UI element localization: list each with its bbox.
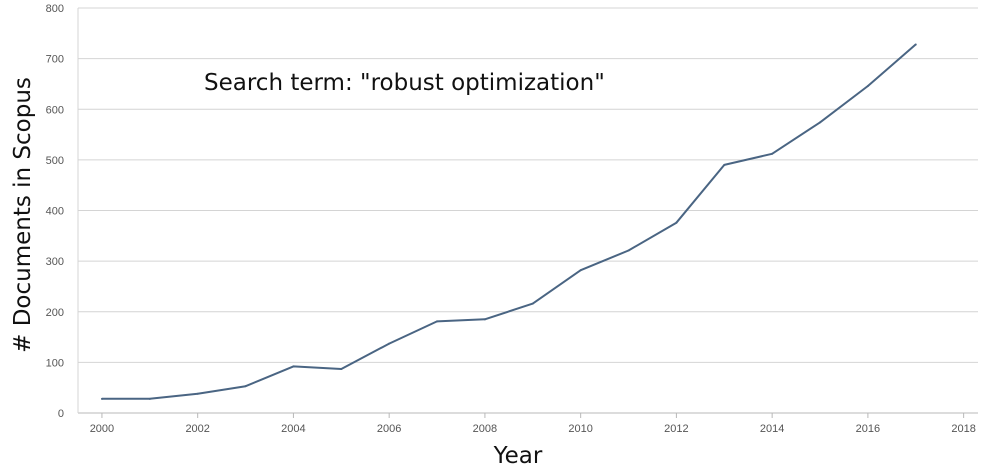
y-axis-title: # Documents in Scopus	[10, 77, 36, 353]
y-tick-label: 800	[46, 3, 64, 15]
data-point	[819, 121, 822, 124]
x-tick-label: 2002	[185, 423, 209, 435]
data-point	[771, 152, 774, 155]
data-point	[340, 367, 343, 370]
data-point	[148, 397, 151, 400]
y-tick-label: 400	[46, 206, 64, 218]
x-tick-label: 2000	[90, 423, 114, 435]
y-tick-label: 300	[46, 256, 64, 268]
data-point	[436, 320, 439, 323]
y-tick-label: 200	[46, 307, 64, 319]
data-point	[866, 84, 869, 87]
y-tick-label: 500	[46, 155, 64, 167]
x-tick-label: 2006	[377, 423, 401, 435]
data-point	[723, 163, 726, 166]
data-point	[196, 392, 199, 395]
data-point	[100, 397, 103, 400]
data-point	[531, 302, 534, 305]
chart-annotation: Search term: "robust optimization"	[204, 70, 605, 96]
data-point	[292, 365, 295, 368]
x-tick-label: 2014	[760, 423, 784, 435]
x-axis-title: Year	[493, 443, 543, 469]
gridlines	[77, 7, 978, 414]
data-point	[483, 318, 486, 321]
data-point	[627, 249, 630, 252]
x-tick-label: 2004	[281, 423, 305, 435]
y-tick-label: 100	[46, 357, 64, 369]
y-tick-label: 0	[58, 408, 64, 420]
data-point	[675, 221, 678, 224]
y-tick-label: 600	[46, 104, 64, 116]
data-point	[244, 385, 247, 388]
data-point	[388, 342, 391, 345]
x-axis: 2000 2002 2004 2006 2008 2010 2012 2014 2016 2018	[90, 413, 976, 435]
series-layer	[100, 43, 917, 400]
x-tick-label: 2018	[951, 423, 975, 435]
data-point	[914, 43, 917, 46]
series-line	[101, 43, 917, 400]
y-axis: 0 100 200 300 400 500 600 700 800	[46, 3, 64, 420]
y-tick-label: 700	[46, 54, 64, 66]
x-tick-label: 2012	[664, 423, 688, 435]
x-tick-label: 2010	[568, 423, 592, 435]
data-point	[579, 269, 582, 272]
x-tick-label: 2016	[856, 423, 880, 435]
x-tick-label: 2008	[473, 423, 497, 435]
